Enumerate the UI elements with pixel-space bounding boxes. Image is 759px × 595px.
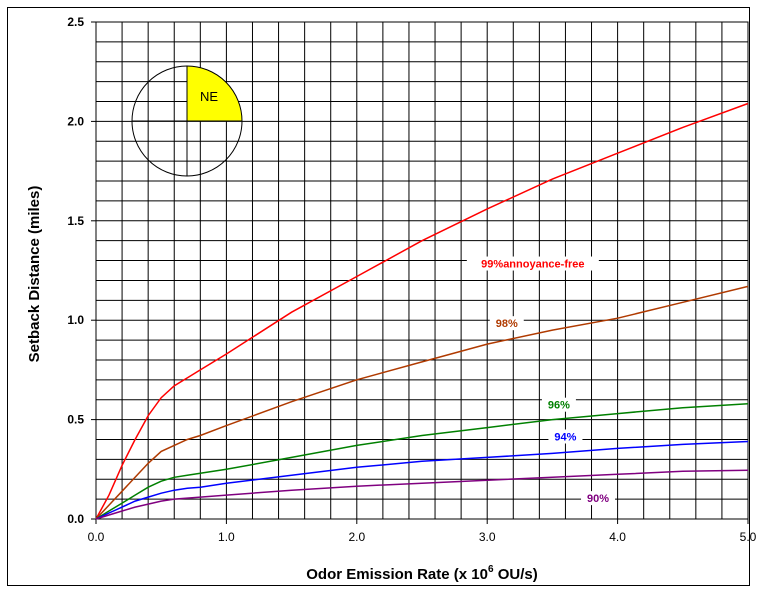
y-tick-label: 0.5: [67, 413, 84, 427]
series-line: [95, 102, 749, 520]
series-label: 90%: [587, 493, 609, 505]
series-label-bg: [548, 429, 583, 444]
series-label-bg: [489, 316, 524, 331]
y-tick-label: 1.5: [67, 214, 84, 228]
y-axis-title: Setback Distance (miles): [26, 186, 43, 363]
series-line: [95, 402, 749, 520]
series-label: 96%: [548, 400, 570, 412]
tick-layer: 0.0 1.0 2.0 3.0 4.0 5.0 0.0 0.5 1.0 1.5 2.0 2.5: [67, 15, 756, 544]
y-tick-label: 1.0: [67, 313, 84, 327]
compass-ne-quadrant: [187, 66, 242, 121]
compass-icon: NE: [131, 65, 243, 177]
y-tick-label: 2.5: [67, 15, 84, 29]
x-tick-label: 3.0: [479, 530, 496, 544]
series-layer: 99%annoyance-free 98% 96% 94% 90%: [95, 102, 749, 520]
x-axis-title: Odor Emission Rate (x 106 OU/s): [306, 564, 537, 583]
compass-label: NE: [200, 89, 218, 104]
x-tick-label: 2.0: [348, 530, 365, 544]
plot-area: [91, 21, 749, 524]
series-label-bg: [581, 491, 616, 506]
x-tick-label: 4.0: [609, 530, 626, 544]
x-tick-label: 1.0: [218, 530, 235, 544]
series-label-bg: [541, 397, 576, 412]
series-line: [95, 285, 749, 520]
chart-frame: [7, 7, 750, 586]
plot-border: [95, 21, 749, 520]
series-label: 94%: [554, 431, 576, 443]
x-tick-label: 0.0: [88, 530, 105, 544]
y-tick-label: 0.0: [67, 512, 84, 526]
series-label: 99%annoyance-free: [481, 259, 584, 271]
series-label: 98%: [496, 318, 518, 330]
series-line: [95, 440, 749, 520]
series-label-bg: [466, 256, 599, 271]
y-tick-label: 2.0: [67, 114, 84, 128]
series-line: [95, 469, 749, 520]
x-tick-label: 5.0: [740, 530, 757, 544]
